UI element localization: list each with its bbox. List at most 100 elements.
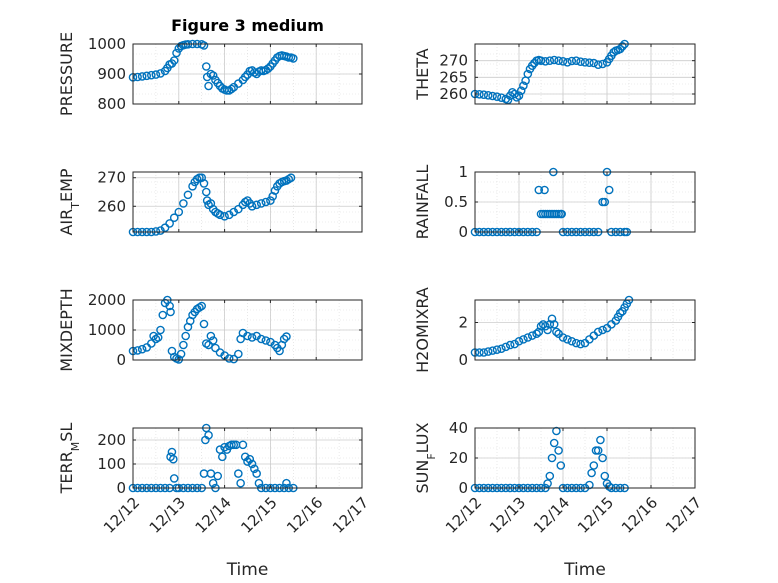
data-point	[600, 471, 610, 481]
data-point	[199, 319, 209, 329]
data-point	[211, 343, 220, 353]
data-point	[243, 457, 252, 466]
data-point	[523, 333, 533, 342]
axes-box	[474, 299, 696, 361]
data-point	[199, 41, 209, 50]
data-point	[213, 471, 223, 481]
data-point	[534, 327, 544, 337]
x-tick-label: 12/15	[574, 494, 617, 537]
data-point	[208, 478, 218, 488]
data-point	[554, 446, 563, 455]
chart-title: Figure 3 medium	[171, 16, 324, 35]
data-point	[166, 307, 175, 317]
data-point	[176, 349, 186, 359]
data-point	[153, 333, 163, 342]
data-point	[475, 348, 484, 357]
data-point	[585, 58, 594, 67]
data-point	[240, 452, 250, 462]
data-point	[169, 474, 179, 483]
y-tick-label: 260	[97, 197, 126, 215]
data-point	[510, 339, 519, 349]
data-point	[282, 332, 291, 341]
data-point	[142, 71, 152, 81]
x-tick-label: 12/12	[442, 494, 485, 537]
data-point	[543, 479, 552, 488]
data-point	[156, 325, 165, 335]
minor-grid	[133, 172, 362, 232]
data-point	[279, 334, 289, 344]
data-point	[224, 354, 234, 363]
data-point	[547, 453, 557, 463]
data-point	[174, 207, 184, 217]
ticks	[132, 428, 363, 489]
data-point	[201, 62, 211, 71]
data-point	[188, 181, 197, 191]
data-point	[501, 342, 511, 352]
data-point	[179, 199, 188, 208]
data-point	[618, 42, 627, 51]
data-point	[208, 336, 218, 345]
data-point	[567, 56, 577, 66]
data-point	[234, 469, 243, 478]
data-point	[593, 327, 603, 337]
series-points	[128, 173, 296, 237]
data-point	[609, 48, 618, 57]
x-tick-label: 12/13	[146, 494, 189, 537]
series-points	[470, 295, 634, 357]
data-point	[169, 213, 179, 223]
data-point	[563, 335, 572, 344]
y-tick-label: 0	[116, 351, 126, 369]
data-point	[137, 72, 147, 81]
data-point	[556, 461, 566, 470]
data-point	[270, 186, 280, 195]
data-point	[156, 69, 165, 78]
data-point	[571, 56, 581, 65]
data-point	[288, 54, 298, 63]
data-point	[179, 340, 188, 350]
x-tick-label: 12/17	[329, 494, 372, 537]
y-axis-label: PRESSURE	[57, 32, 76, 116]
data-point	[523, 69, 533, 79]
y-tick-label: 2	[458, 314, 468, 332]
x-tick-label: 12/14	[192, 494, 235, 537]
y-tick-label: 1	[458, 163, 468, 181]
data-point	[247, 459, 257, 469]
data-point	[514, 91, 524, 100]
data-point	[282, 478, 291, 488]
subplot-8: 0 20 40 12/12 12/13 12/14 12/15 12/16 12/17 SUNFL…	[413, 419, 705, 580]
data-point	[240, 72, 250, 82]
data-point	[147, 339, 156, 348]
data-point	[137, 344, 147, 354]
data-point	[483, 91, 493, 100]
data-point	[479, 90, 489, 99]
data-point	[256, 199, 266, 208]
data-point	[600, 197, 610, 207]
y-tick-label: 0.5	[444, 193, 468, 211]
data-point	[234, 349, 243, 359]
data-point	[552, 327, 561, 337]
data-point	[243, 331, 252, 341]
data-point	[554, 56, 563, 65]
ticks	[132, 172, 363, 232]
y-tick-label: 265	[439, 68, 468, 86]
data-point	[527, 61, 537, 70]
y-tick-label: 270	[97, 169, 126, 187]
data-point	[536, 56, 546, 65]
data-point	[204, 340, 213, 350]
data-point	[549, 438, 559, 448]
data-point	[589, 461, 599, 470]
data-point	[567, 336, 577, 346]
data-point	[549, 320, 559, 329]
ticks	[474, 44, 696, 104]
y-tick-label: 0	[458, 223, 468, 241]
data-point	[236, 478, 245, 488]
data-point	[580, 58, 590, 67]
subplot-1: 800 900 1000 PRESSURE Figure 3 medium	[57, 16, 363, 116]
ticks	[132, 43, 363, 105]
data-point	[151, 227, 161, 236]
data-point	[536, 321, 546, 331]
data-point	[534, 185, 544, 195]
data-point	[247, 333, 257, 342]
